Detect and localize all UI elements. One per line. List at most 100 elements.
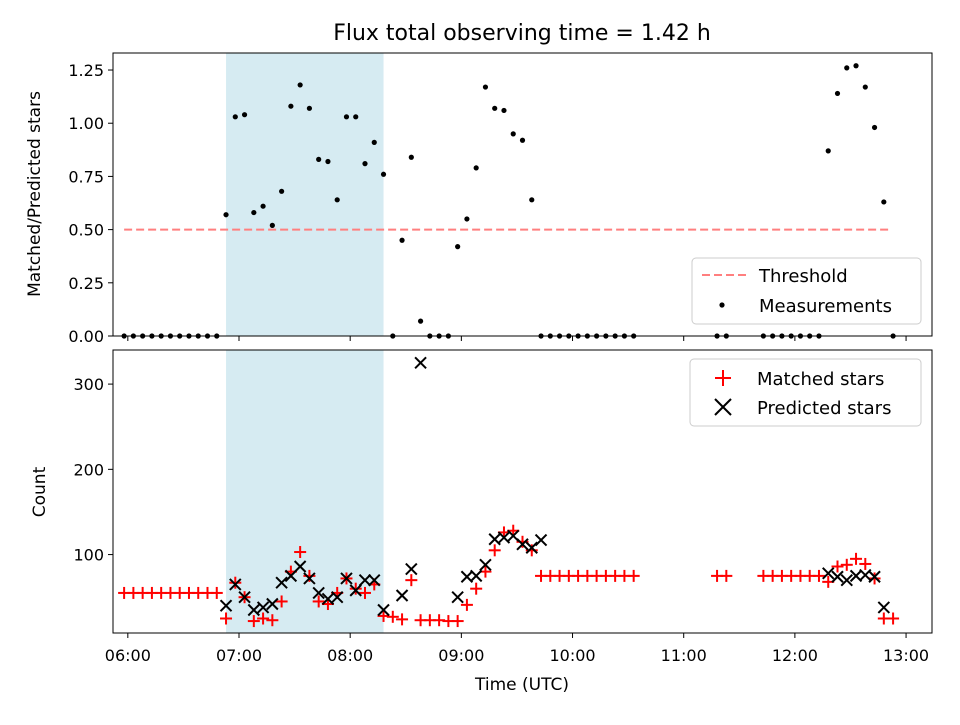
predicted-star-point [340,572,353,585]
bottom-legend: Matched stars Predicted stars [689,358,922,427]
measurement-point [316,156,322,162]
measurement-point [834,90,841,97]
measurement-point [232,114,238,120]
measurement-point [353,114,359,120]
chart-title: Flux total observing time = 1.42 h [333,21,711,46]
x-tick-label: 06:00 [105,646,151,665]
predicted-star-point [229,578,242,591]
predicted-star-point [534,533,548,547]
predicted-star-point [358,573,372,587]
legend-measurements-swatch [719,302,725,308]
bottom-panel: 100 200 300 06:00 07:00 08:00 09:00 10:00 11:00… [30,349,933,695]
y-tick-label: 0.00 [68,327,104,346]
bottom-y-label: Count [30,466,50,517]
y-tick-label: 100 [73,546,104,565]
y-tick-label: 0.75 [68,167,104,186]
legend-threshold-label: Threshold [758,266,848,287]
legend-measurements-label: Measurements [759,296,892,317]
predicted-stars-points [219,356,891,617]
measurement-point [334,197,340,203]
matched-star-point [220,612,233,625]
x-tick-label: 10:00 [549,646,595,665]
measurement-point [455,244,461,250]
predicted-star-point [219,599,233,612]
matched-star-point [460,598,473,611]
measurement-point [251,209,257,216]
matched-star-point [812,569,825,582]
predicted-star-point [877,601,891,614]
x-tick-label: 09:00 [438,646,484,665]
matched-star-point [488,544,501,557]
measurement-point [862,84,868,90]
matched-stars-points [118,524,900,628]
measurement-point [825,148,831,154]
measurement-point [306,105,313,111]
matched-star-point [720,569,733,582]
matched-star-point [451,615,464,628]
bottom-highlight-span [226,350,384,633]
top-highlight-span [226,53,384,336]
predicted-star-point [516,538,529,551]
bottom-axes-frame [112,349,933,634]
measurement-point [871,124,878,131]
measurement-point [473,165,479,171]
legend-matched-swatch [715,370,731,386]
y-tick-label: 0.25 [68,274,104,293]
predicted-star-point [395,589,409,602]
matched-star-point [247,615,260,628]
y-tick-label: 0.50 [68,221,104,240]
top-y-label: Matched/Predicted stars [25,91,45,297]
predicted-star-point [368,573,381,587]
legend-predicted-label: Predicted stars [757,398,891,419]
measurement-point [408,154,414,160]
predicted-star-point [312,586,325,600]
predicted-star-point [822,567,835,580]
measurement-point [482,84,489,90]
x-tick-label: 12:00 [772,646,818,665]
predicted-star-point [831,570,844,583]
top-y-ticks: 0.00 0.25 0.50 0.75 1.00 1.25 [68,61,113,346]
matched-star-point [627,569,640,582]
matched-star-point [303,569,316,582]
predicted-star-point [405,562,418,576]
matched-star-point [275,595,288,608]
measurement-point [260,203,266,209]
predicted-star-point [479,558,492,572]
x-tick-label: 11:00 [661,646,707,665]
predicted-star-point [330,590,344,604]
matched-star-point [831,560,844,573]
matched-star-point [840,558,853,571]
predicted-star-point [377,603,390,617]
predicted-star-point [451,590,464,604]
measurement-point [325,158,331,165]
matched-star-point [859,557,872,570]
predicted-star-point [840,573,853,587]
top-x-ticks [127,336,907,341]
y-tick-label: 1.00 [68,114,104,133]
top-axes-frame [112,52,933,337]
x-tick-label: 08:00 [327,646,373,665]
legend-matched-label: Matched stars [757,369,884,390]
measurement-point [519,137,526,143]
measurement-point [501,107,507,114]
matched-star-point [257,612,270,625]
measurement-point [362,161,368,167]
matched-star-point [229,576,242,589]
top-panel: 0.00 0.25 0.50 0.75 1.00 1.25 Matched/Predict… [25,52,933,346]
predicted-star-point [525,541,538,554]
measurement-point [288,103,294,109]
measurement-point [297,82,303,88]
matched-star-point [850,552,863,565]
y-tick-label: 200 [73,460,104,479]
measurement-point [529,197,535,203]
measurement-point [853,63,859,69]
predicted-star-point [266,597,279,611]
predicted-star-point [303,572,316,585]
x-tick-label: 07:00 [216,646,262,665]
measurement-point [510,131,516,137]
x-axis-label: Time (UTC) [474,675,569,695]
matched-star-point [868,572,881,585]
predicted-star-point [275,576,288,589]
measurement-point [279,188,285,194]
y-tick-label: 1.25 [68,61,104,80]
